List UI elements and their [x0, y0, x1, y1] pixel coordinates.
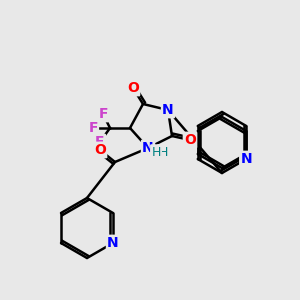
Text: O: O [127, 81, 139, 95]
Text: F: F [95, 135, 105, 149]
Text: N: N [107, 236, 119, 250]
Text: O: O [184, 133, 196, 147]
Text: N: N [142, 141, 154, 155]
Text: H: H [158, 146, 168, 158]
Text: N: N [162, 103, 174, 117]
Text: H: H [151, 146, 161, 158]
Text: O: O [94, 143, 106, 157]
Text: N: N [240, 152, 252, 166]
Text: F: F [88, 121, 98, 135]
Text: F: F [98, 107, 108, 121]
